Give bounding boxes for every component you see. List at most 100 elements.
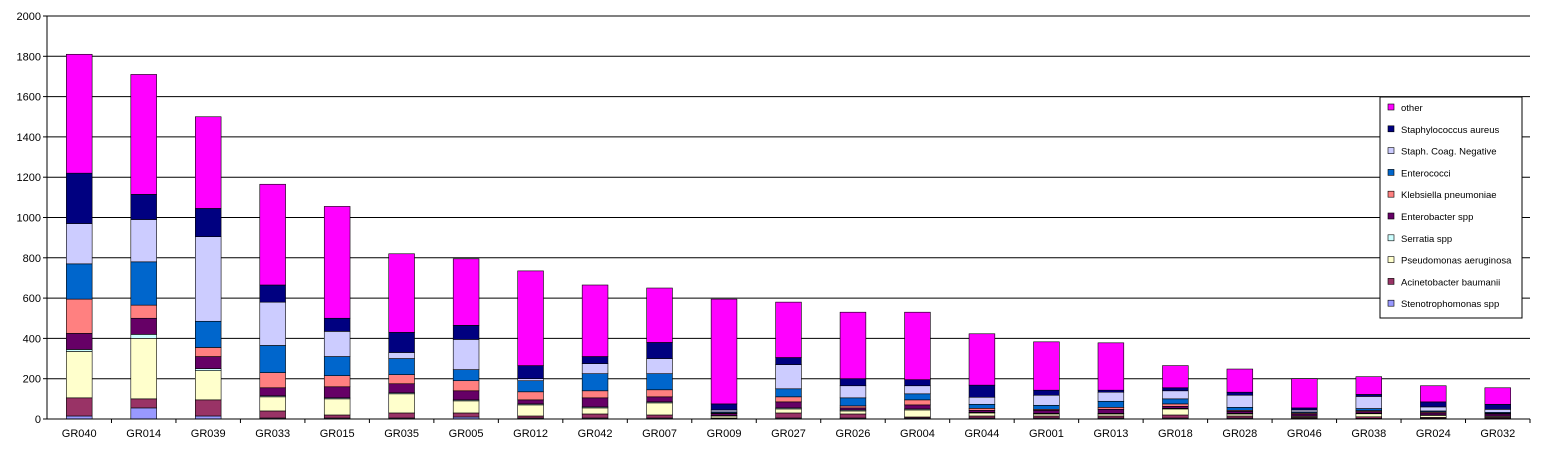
bar-segment: [323, 398, 351, 416]
legend-swatch: [1387, 190, 1395, 198]
x-tick-label: GR005: [449, 428, 484, 440]
bar-segment: [195, 208, 222, 237]
bar-segment: [1033, 404, 1060, 410]
bar-segment: [130, 194, 157, 220]
legend-label: Staph. Coag. Negative: [1401, 147, 1497, 158]
x-tick-label: GR044: [965, 428, 1000, 440]
bar-segment: [130, 74, 157, 195]
bar-segment: [968, 415, 996, 419]
bar-segment: [581, 373, 609, 392]
bar-segment: [968, 412, 996, 417]
bar-segment: [452, 390, 480, 401]
bar-segment: [388, 358, 415, 375]
bar-segment: [517, 270, 544, 366]
legend-swatch: [1387, 125, 1395, 133]
y-tick-label: 1800: [17, 51, 41, 63]
bar-segment: [968, 333, 996, 386]
bar-segment: [1226, 415, 1254, 419]
bar-segment: [1097, 400, 1125, 408]
bar-segment: [195, 370, 222, 401]
bar-segment: [1226, 394, 1254, 408]
y-tick-label: 1400: [17, 132, 41, 144]
bar-segment: [1097, 389, 1125, 393]
x-tick-label: GR001: [1029, 428, 1064, 440]
x-tick-label: GR015: [320, 428, 355, 440]
bar-segment: [1033, 413, 1060, 417]
bar-segment: [66, 223, 93, 265]
bar-segment: [1226, 413, 1254, 417]
bar-segment: [839, 413, 867, 419]
bar-segment: [1355, 413, 1383, 418]
bar-segment: [646, 402, 673, 416]
bar-segment: [452, 339, 480, 370]
bar-segment: [581, 356, 609, 364]
bar-segment: [904, 385, 931, 395]
bar-segment: [1291, 409, 1318, 413]
legend-label: Pseudomonas aeruginosa: [1401, 256, 1512, 267]
bar-segment: [1226, 391, 1254, 396]
y-tick-label: 200: [23, 374, 41, 386]
bar-segment: [259, 301, 286, 346]
bar-segment: [130, 261, 157, 306]
bar-segment: [323, 317, 351, 332]
bar-segment: [1420, 415, 1447, 418]
bar-segment: [452, 400, 480, 414]
bar-segment: [517, 391, 544, 401]
bar-segment: [1484, 387, 1511, 405]
bar-segment: [323, 386, 351, 399]
legend-label: Enterobacter spp: [1401, 212, 1473, 223]
bar-segment: [1420, 385, 1447, 403]
bar-segment: [1033, 415, 1060, 419]
bar-segment: [1484, 403, 1511, 410]
legend-swatch: [1387, 234, 1395, 242]
bar-segment: [517, 365, 544, 380]
x-tick-label: GR040: [62, 428, 97, 440]
bar-segment: [323, 356, 351, 376]
bar-segment: [388, 383, 415, 394]
bar-segment: [388, 412, 415, 419]
x-tick-label: GR035: [384, 428, 419, 440]
y-tick-label: 800: [23, 253, 41, 265]
bar-segment: [259, 345, 286, 373]
bar-segment: [710, 415, 738, 419]
bar-segment: [66, 298, 93, 334]
bar-segment: [517, 415, 544, 419]
bar-segment: [66, 53, 93, 174]
bar-segment: [581, 284, 609, 357]
bar-segment: [1484, 413, 1511, 417]
bar-segment: [66, 351, 93, 399]
bar-segment: [452, 369, 480, 382]
bar-segment: [1097, 407, 1125, 410]
bar-segment: [904, 404, 931, 410]
bar-segment: [388, 332, 415, 353]
y-tick-label: 0: [35, 414, 41, 426]
bar-segment: [1226, 368, 1254, 393]
bar-segment: [130, 304, 157, 319]
bar-segment: [388, 352, 415, 359]
bar-segment: [66, 333, 93, 350]
x-tick-label: GR046: [1287, 428, 1322, 440]
axes: 0 200 400 600 800 1000 1200 1400 1600 1800 2000 GR0…: [17, 11, 1531, 440]
bar-segment: [323, 375, 351, 388]
bar-segment: [839, 410, 867, 415]
x-tick-label: GR004: [900, 428, 935, 440]
bar-segment: [452, 258, 480, 326]
bar-segment: [1420, 401, 1447, 408]
bar-segment: [1355, 396, 1383, 409]
bar-segment: [517, 404, 544, 417]
bar-segment: [259, 284, 286, 303]
bar-segment: [1162, 390, 1189, 400]
bar-segment: [517, 378, 544, 382]
bar-segment: [775, 301, 802, 358]
bar-segment: [130, 334, 157, 339]
y-tick-label: 2000: [17, 11, 41, 23]
bar-segment: [775, 401, 802, 409]
bar-segment: [1162, 408, 1189, 416]
bar-segment: [1097, 415, 1125, 419]
bar-segment: [1033, 341, 1060, 391]
x-tick-label: GR014: [126, 428, 161, 440]
bar-segment: [646, 358, 673, 374]
bar-segment: [968, 408, 996, 411]
